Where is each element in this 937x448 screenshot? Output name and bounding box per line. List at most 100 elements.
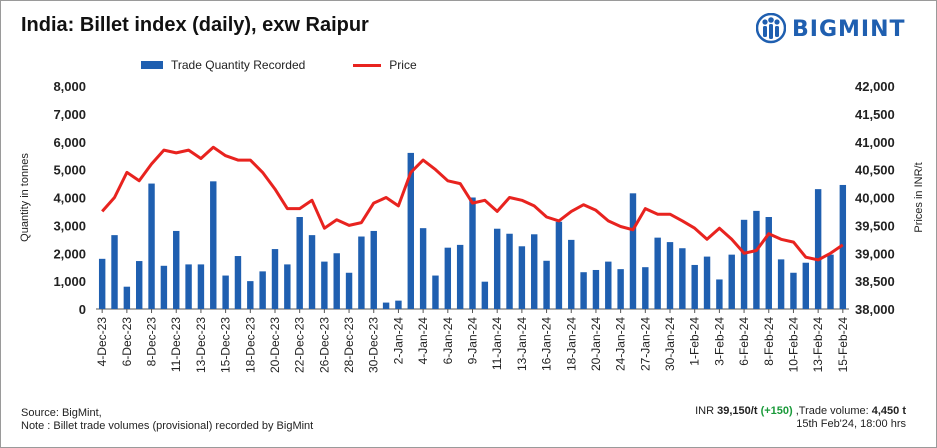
price-line [101,145,844,262]
bar [432,275,439,309]
bar [395,300,402,309]
bar [469,197,476,309]
bar [160,265,168,309]
footer-source: Source: BigMint, Note : Billet trade vol… [21,407,313,433]
x-tick-label: 1-Feb-24 [688,317,702,366]
x-tick-label: 11-Dec-23 [169,317,183,372]
right-tick-label: 42,000 [855,79,895,94]
x-tick-label: 15-Feb-24 [836,317,850,373]
bar [358,236,365,309]
bar [284,264,291,309]
bar [666,242,674,309]
x-tick-label: 4-Dec-23 [95,317,109,367]
x-tick-label: 30-Dec-23 [367,317,381,373]
bar [617,269,624,309]
x-tick-label: 16-Jan-24 [540,317,554,371]
legend-line-swatch [353,63,382,67]
right-tick-label: 40,000 [855,191,895,206]
bar [321,261,328,309]
right-tick-label: 40,500 [855,163,895,178]
bar [197,264,205,309]
bar [370,230,377,309]
bar [210,181,217,309]
right-axis-label: Prices in INR/t [913,162,925,232]
x-tick-label: 13-Dec-23 [194,317,208,373]
bar [629,193,637,309]
bar [790,272,797,309]
bar [481,281,489,309]
bigmint-people-icon [756,13,786,44]
x-tick-label: 28-Dec-23 [342,317,356,373]
right-tick-label: 39,000 [855,246,895,261]
bar [296,217,303,309]
price-value: 39,150/t [717,405,758,417]
bar [382,302,390,309]
left-tick-label: 3,000 [53,218,86,233]
x-tick-label: 22-Dec-23 [293,317,307,373]
price-prefix: INR [695,405,718,417]
bar [493,228,501,309]
right-tick-label: 38,500 [855,274,895,289]
bar [827,254,834,309]
bar [123,286,131,309]
bar [234,256,242,309]
bar [531,234,538,309]
left-tick-label: 5,000 [53,163,86,178]
bar [345,272,353,309]
bar [568,239,575,309]
chart-legend: Trade Quantity Recorded Price [141,58,465,72]
left-tick-label: 6,000 [53,135,86,150]
left-tick-label: 1,000 [53,274,86,289]
bar [555,221,563,309]
source-text: Source: BigMint, [21,407,102,419]
price-summary: INR 39,150/t (+150) ,Trade volume: 4,450… [695,405,906,418]
logo-text: BIGMINT [792,16,906,42]
x-tick-label: 13-Feb-24 [811,317,825,373]
bar [839,184,847,309]
x-tick-label: 6-Jan-24 [441,317,455,365]
legend-item-bars: Trade Quantity Recorded [141,58,305,72]
bar [728,254,735,309]
bar [444,247,452,309]
bar [456,244,464,309]
x-tick-label: 11-Jan-24 [490,317,504,370]
price-change: (+150) [760,405,793,417]
x-tick-label: 2-Jan-24 [391,317,405,365]
bar [703,256,711,309]
bar [419,228,427,309]
bar [802,262,810,309]
left-axis-label: Quantity in tonnes [19,153,31,242]
x-tick-label: 26-Dec-23 [317,317,331,373]
bar [679,248,686,309]
volume-prefix: ,Trade volume: [792,405,872,417]
bar [185,264,192,309]
bar [518,246,526,309]
timestamp: 15th Feb'24, 18:00 hrs [796,418,906,430]
bar [259,271,266,309]
bar [753,210,760,309]
x-tick-label: 6-Dec-23 [120,317,134,367]
legend-item-line: Price [353,58,417,72]
bar [98,258,106,309]
x-tick-label: 13-Jan-24 [515,317,529,371]
bar [592,269,600,309]
bar [271,249,279,309]
x-tick-label: 6-Feb-24 [737,317,751,366]
chart-plot: 0 1,000 2,000 3,000 4,000 5,000 6,000 7,000 8,00… [19,79,925,373]
x-tick-label: 8-Feb-24 [762,317,776,366]
legend-line-label: Price [389,58,417,72]
right-tick-label: 41,500 [855,107,895,122]
left-tick-label: 4,000 [53,191,86,206]
left-tick-label: 8,000 [53,79,86,94]
footer-info: INR 39,150/t (+150) ,Trade volume: 4,450… [695,405,906,431]
x-tick-label: 18-Dec-23 [243,317,257,373]
bar [333,253,340,309]
bar [543,260,550,309]
bar [605,261,612,309]
right-tick-label: 39,500 [855,218,895,233]
right-tick-label: 38,000 [855,302,895,317]
bar [777,259,785,309]
x-tick-label: 30-Jan-24 [663,317,677,371]
x-tick-label: 8-Dec-23 [145,317,159,367]
